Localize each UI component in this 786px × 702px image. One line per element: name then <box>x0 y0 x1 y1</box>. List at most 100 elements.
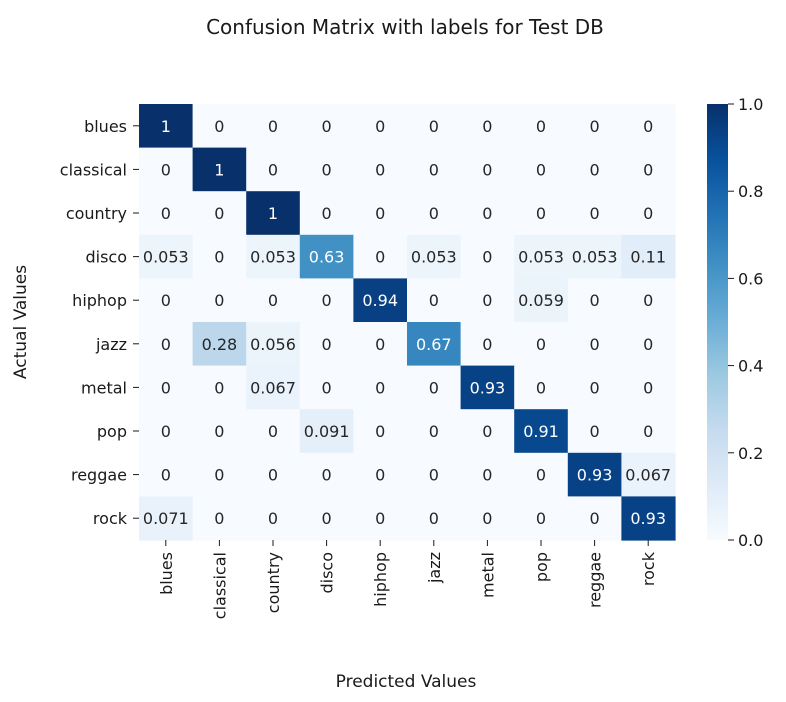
heatmap-cell <box>353 234 408 279</box>
heatmap-cell <box>514 365 569 410</box>
heatmap-cell <box>621 104 676 149</box>
colorbar-ticks: 0.0 0.2 0.4 0.6 0.8 1.0 <box>728 95 763 550</box>
heatmap-cell <box>514 278 569 323</box>
heatmap-cell <box>246 452 301 497</box>
x-tick-label: pop <box>532 552 551 582</box>
heatmap-cell <box>460 147 515 192</box>
cell-value-label: 0 <box>375 378 385 397</box>
y-tick-label: classical <box>60 160 127 179</box>
heatmap-cell <box>567 322 622 367</box>
cell-value-label: 0 <box>643 204 653 223</box>
colorbar <box>707 104 728 540</box>
heatmap-cell <box>460 278 515 323</box>
heatmap-cell <box>192 147 247 192</box>
heatmap-cell <box>567 409 622 454</box>
heatmap-cell <box>299 322 354 367</box>
cell-value-label: 0 <box>536 204 546 223</box>
cell-value-label: 0 <box>268 466 278 485</box>
heatmap-cell <box>407 409 462 454</box>
heatmap-cell <box>353 452 408 497</box>
cell-value-label: 0 <box>322 117 332 136</box>
heatmap-cell <box>407 191 462 236</box>
heatmap-cell <box>353 104 408 149</box>
cell-value-label: 0 <box>482 204 492 223</box>
x-tick-label: jazz <box>425 552 444 584</box>
cell-value-label: 0 <box>161 378 171 397</box>
heatmap-cell <box>139 104 194 149</box>
heatmap-cell <box>299 278 354 323</box>
heatmap-cell <box>192 452 247 497</box>
cell-value-label: 0 <box>536 160 546 179</box>
cell-value-label: 0 <box>322 204 332 223</box>
heatmap-cell <box>407 452 462 497</box>
heatmap-cell <box>299 234 354 279</box>
heatmap-cell <box>514 322 569 367</box>
heatmap-grid: 1 0 0 0 0 0 0 0 0 0 0 1 0 0 0 0 0 0 0 0 0 0 1 0 0 0 0 0 0 0 0.053 0 0.05… <box>139 104 676 541</box>
y-axis-label: Actual Values <box>11 265 31 379</box>
heatmap-cell <box>621 365 676 410</box>
heatmap-cell <box>514 191 569 236</box>
cell-value-label: 0 <box>268 117 278 136</box>
heatmap-cell <box>246 409 301 454</box>
cell-value-label: 0.91 <box>523 422 559 441</box>
heatmap-cell <box>139 234 194 279</box>
cell-value-label: 0 <box>375 248 385 267</box>
cell-value-label: 0 <box>322 378 332 397</box>
y-tick-label: metal <box>81 378 127 397</box>
heatmap-cell <box>514 452 569 497</box>
heatmap-cell <box>139 365 194 410</box>
heatmap-cell <box>246 147 301 192</box>
cell-value-label: 0.053 <box>518 248 564 267</box>
cell-value-label: 0.067 <box>250 378 296 397</box>
heatmap-cell <box>567 452 622 497</box>
cell-value-label: 0 <box>161 291 171 310</box>
y-tick-label: disco <box>85 248 127 267</box>
cell-value-label: 0.67 <box>416 335 452 354</box>
colorbar-tick-label: 0.2 <box>738 444 763 463</box>
cell-value-label: 0 <box>161 422 171 441</box>
cell-value-label: 0 <box>643 378 653 397</box>
x-tick-label: classical <box>210 552 229 619</box>
cell-value-label: 0 <box>482 509 492 528</box>
cell-value-label: 0 <box>590 291 600 310</box>
cell-value-label: 0 <box>643 291 653 310</box>
cell-value-label: 0 <box>643 335 653 354</box>
heatmap-cell <box>139 147 194 192</box>
cell-value-label: 0 <box>268 422 278 441</box>
heatmap-cell <box>460 234 515 279</box>
cell-value-label: 0.94 <box>362 291 398 310</box>
y-axis-ticks: blues classical country disco hiphop jazz meta… <box>60 117 139 528</box>
heatmap-cell <box>139 278 194 323</box>
x-tick-label: reggae <box>586 552 605 608</box>
y-tick-label: reggae <box>71 466 127 485</box>
cell-value-label: 0 <box>322 160 332 179</box>
cell-value-label: 0.63 <box>309 248 345 267</box>
cell-value-label: 0 <box>590 204 600 223</box>
heatmap-cell <box>514 147 569 192</box>
heatmap-cell <box>407 496 462 541</box>
cell-value-label: 0 <box>643 422 653 441</box>
heatmap-cell <box>460 322 515 367</box>
heatmap-cell <box>192 234 247 279</box>
heatmap-cell <box>353 191 408 236</box>
colorbar-tick-label: 0.6 <box>738 269 763 288</box>
cell-value-label: 0 <box>375 466 385 485</box>
x-tick-label: metal <box>478 552 497 598</box>
y-tick-label: hiphop <box>72 291 127 310</box>
cell-value-label: 1 <box>268 204 278 223</box>
heatmap-cell <box>621 409 676 454</box>
heatmap-cell <box>621 496 676 541</box>
cell-value-label: 0 <box>482 291 492 310</box>
cell-value-label: 0 <box>643 117 653 136</box>
heatmap-cell <box>353 409 408 454</box>
heatmap-cell <box>246 496 301 541</box>
cell-value-label: 0 <box>268 160 278 179</box>
cell-value-label: 0 <box>536 466 546 485</box>
cell-value-label: 0 <box>375 509 385 528</box>
cell-value-label: 0 <box>214 378 224 397</box>
cell-value-label: 0 <box>375 335 385 354</box>
cell-value-label: 0 <box>214 117 224 136</box>
cell-value-label: 0 <box>590 422 600 441</box>
y-tick-label: blues <box>84 117 127 136</box>
